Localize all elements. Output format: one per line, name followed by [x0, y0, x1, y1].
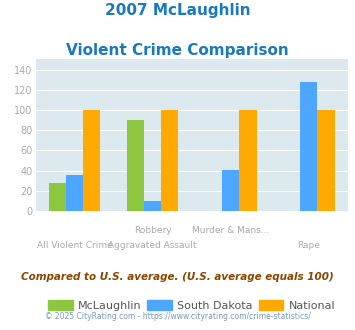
Bar — [317, 110, 335, 211]
Text: All Violent Crime: All Violent Crime — [37, 241, 113, 250]
Bar — [83, 110, 100, 211]
Bar — [300, 82, 317, 211]
Text: Murder & Mans...: Murder & Mans... — [192, 226, 269, 235]
Text: Robbery: Robbery — [134, 226, 171, 235]
Bar — [222, 170, 239, 211]
Text: © 2025 CityRating.com - https://www.cityrating.com/crime-statistics/: © 2025 CityRating.com - https://www.city… — [45, 312, 310, 321]
Legend: McLaughlin, South Dakota, National: McLaughlin, South Dakota, National — [44, 296, 340, 315]
Text: Aggravated Assault: Aggravated Assault — [108, 241, 197, 250]
Bar — [239, 110, 257, 211]
Bar — [127, 120, 144, 211]
Bar — [161, 110, 179, 211]
Bar — [66, 175, 83, 211]
Bar — [49, 183, 66, 211]
Text: Rape: Rape — [297, 241, 320, 250]
Text: Violent Crime Comparison: Violent Crime Comparison — [66, 43, 289, 58]
Bar — [144, 201, 161, 211]
Text: Compared to U.S. average. (U.S. average equals 100): Compared to U.S. average. (U.S. average … — [21, 272, 334, 282]
Text: 2007 McLaughlin: 2007 McLaughlin — [105, 3, 250, 18]
